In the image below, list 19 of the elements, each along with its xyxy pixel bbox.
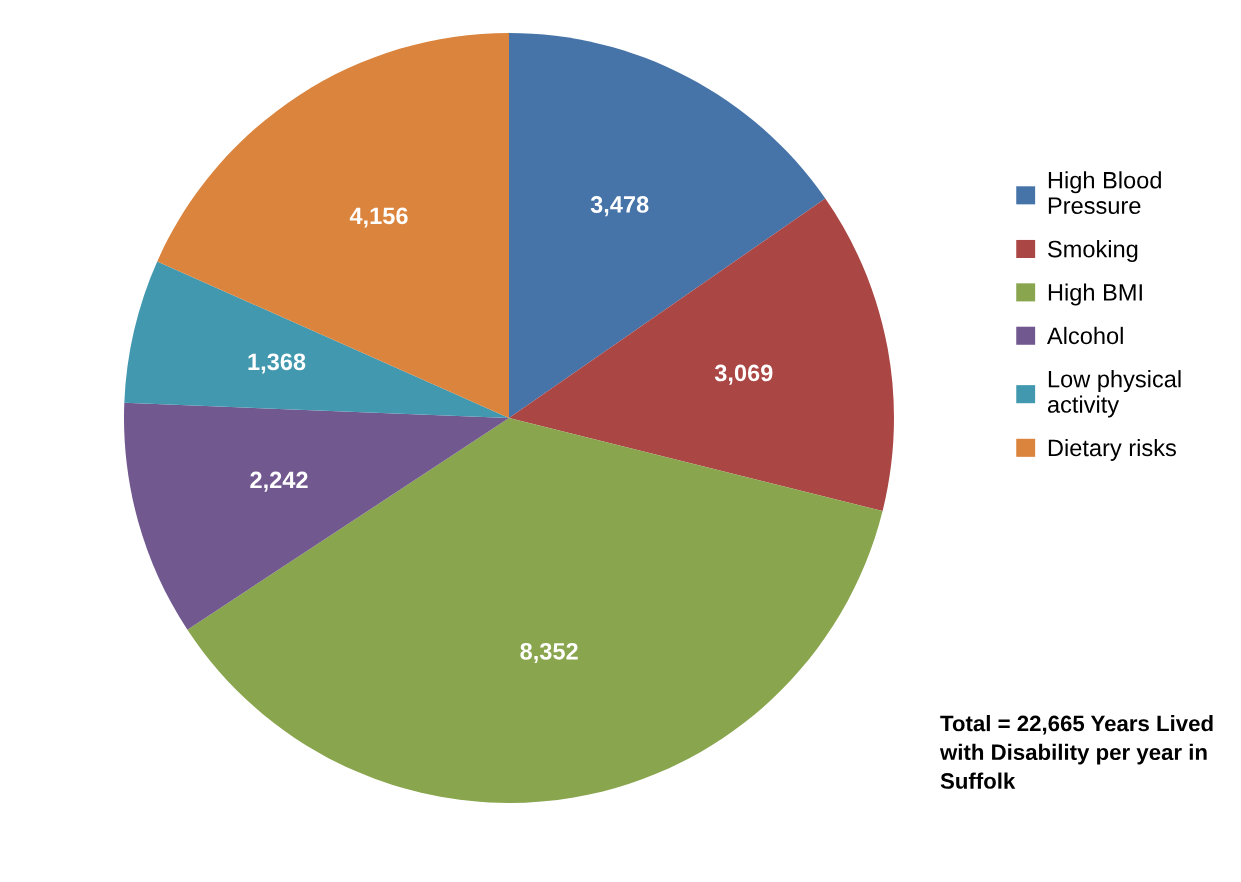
pie-slice	[187, 418, 883, 803]
data-label: 8,352	[520, 642, 578, 664]
data-label: 3,478	[590, 196, 649, 217]
pie-slice	[157, 33, 509, 418]
text: Total = 22,665 Years Lived with Disability per year in Suffolk	[939, 715, 1213, 789]
legend-label: Dietary risks	[1048, 438, 1176, 461]
pie-slice	[124, 261, 509, 418]
data-label: 2,242	[250, 471, 308, 492]
data-label: 4,156	[349, 207, 408, 228]
legend-label: Smoking	[1048, 240, 1138, 263]
data-label: 3,069	[714, 364, 773, 385]
legend-label: Low physical activity	[1047, 370, 1181, 418]
legend-label: Alcohol	[1046, 326, 1123, 345]
legend-label: High BMI	[1048, 283, 1142, 306]
pie-slice	[509, 198, 894, 512]
data-label: 1,368	[248, 353, 306, 374]
pie-slice	[124, 402, 509, 630]
pie-slice	[509, 33, 826, 418]
legend-label: High Blood Pressure	[1048, 171, 1161, 215]
